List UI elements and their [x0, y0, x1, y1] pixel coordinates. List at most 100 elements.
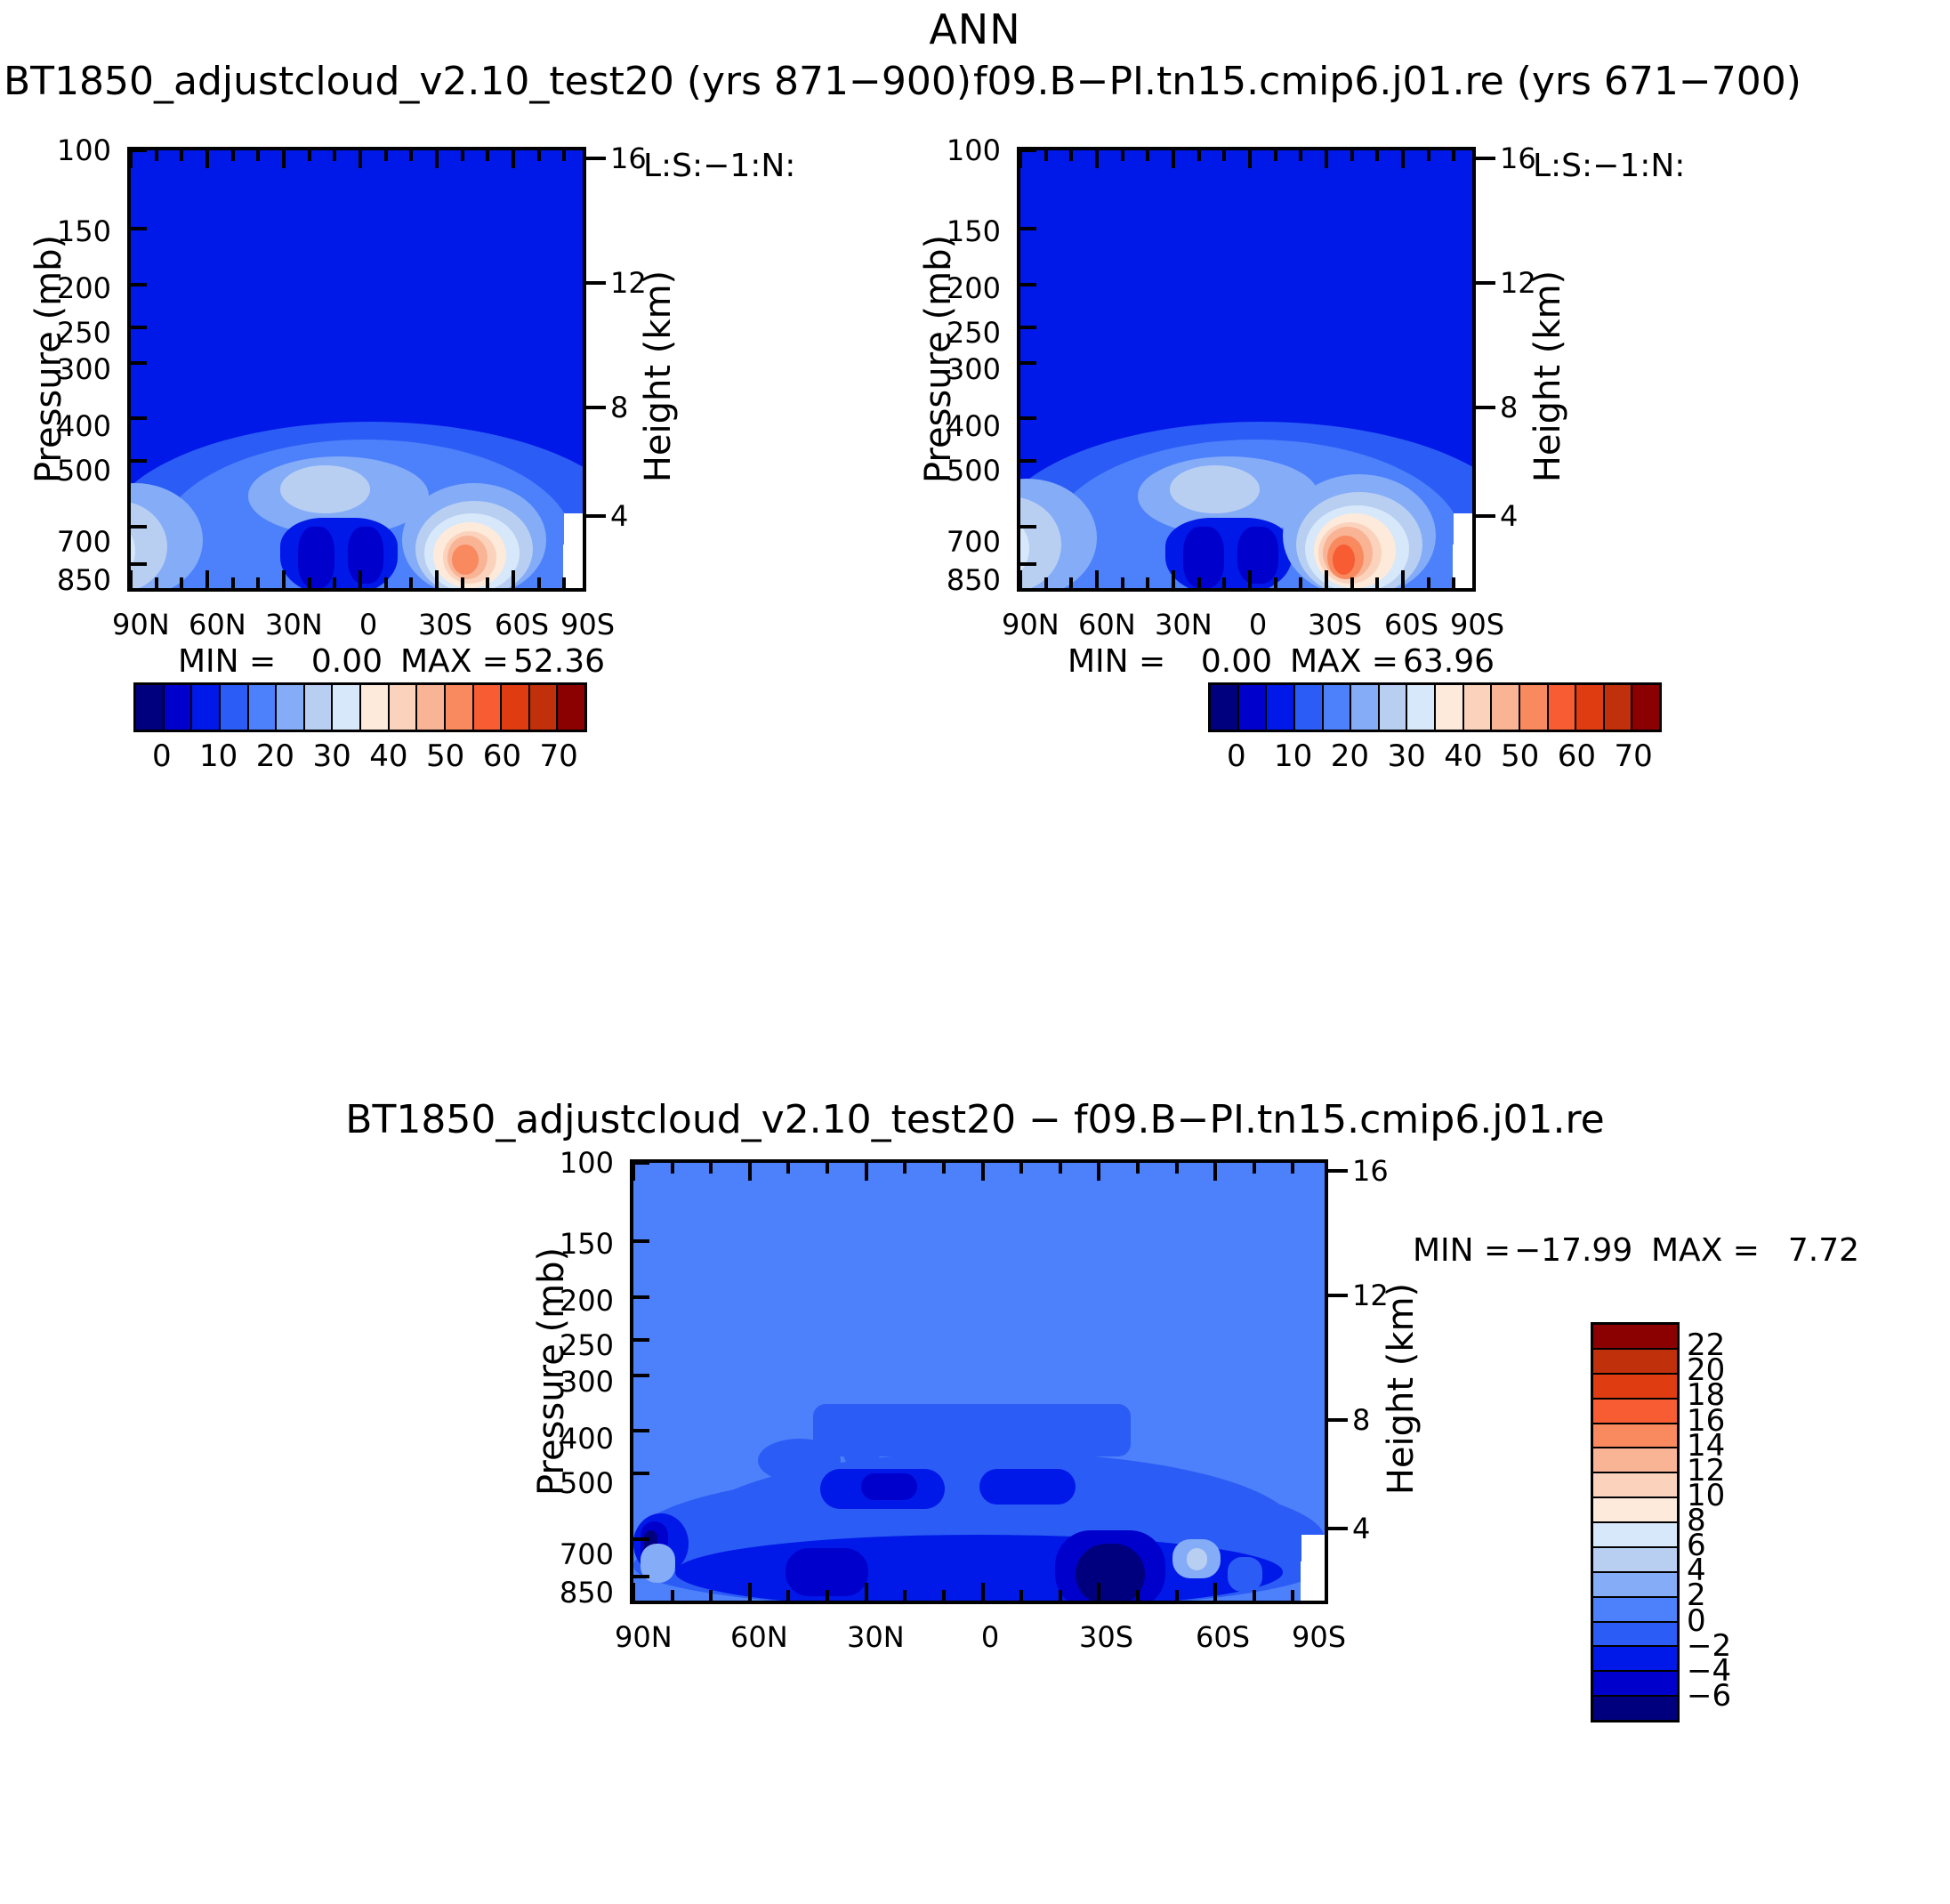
x-tick-mark-top-6 — [1172, 150, 1175, 168]
x-tick-mark-top-9 — [359, 150, 362, 168]
x-tick-mark-bottom-11 — [409, 577, 414, 588]
x-tick-mark-bottom-12 — [1325, 570, 1328, 588]
diff-colorbar-tick-2: 18 — [1687, 1377, 1726, 1414]
x-tick-mark-top-17 — [562, 150, 567, 161]
xtick-90N-a: 90N — [112, 608, 170, 641]
x-tick-mark-bottom-10 — [383, 577, 388, 588]
pressure-axis-label-c: Pressure (mb) — [531, 1246, 572, 1496]
pressure-tick-mark-150 — [131, 227, 147, 231]
min-value-c: −17.99 — [1514, 1232, 1633, 1269]
x-tick-mark-bottom-8 — [941, 1590, 946, 1601]
x-tick-mark-bottom-15 — [1401, 570, 1405, 588]
diff-colorbar-tick-1: 20 — [1687, 1352, 1726, 1389]
pressure-tick-mark-700 — [1020, 524, 1036, 528]
colorbar-control-case[interactable] — [1208, 682, 1662, 732]
htick-mark-16-a — [586, 157, 606, 160]
diff-colorbar-swatch-12 — [1593, 1622, 1677, 1648]
colorbar-tick-40: 40 — [369, 738, 408, 774]
x-tick-mark-bottom-3 — [1095, 570, 1099, 588]
x-tick-mark-bottom-6 — [1172, 570, 1175, 588]
colorbar-swatch-12 — [1548, 685, 1577, 730]
diff-colorbar-swatch-2 — [1593, 1374, 1677, 1400]
x-tick-mark-bottom-9 — [359, 570, 362, 588]
xtick-0-b: 0 — [1248, 608, 1268, 641]
pressure-tick-mark-400 — [131, 416, 147, 421]
htick-16-a: 16 — [610, 141, 647, 175]
ytick-250-b: 250 — [946, 316, 1001, 350]
colorbar-swatch-10 — [417, 685, 446, 730]
xtick-90N-c: 90N — [615, 1620, 673, 1654]
x-tick-mark-top-15 — [1401, 150, 1405, 168]
colorbar-tick-0: 0 — [152, 738, 172, 774]
ytick-250-c: 250 — [559, 1328, 614, 1362]
min-value-a: 0.00 — [310, 643, 383, 680]
colorbar-swatch-15 — [558, 685, 584, 730]
contour-plot-control-case[interactable] — [1017, 147, 1476, 592]
diff-colorbar-swatch-14 — [1593, 1672, 1677, 1698]
ytick-500-b: 500 — [946, 454, 1001, 488]
x-tick-mark-top-8 — [1222, 150, 1227, 161]
ytick-300-b: 300 — [946, 352, 1001, 386]
diff-colorbar-tick-6: 10 — [1687, 1477, 1726, 1513]
x-tick-mark-top-7 — [307, 150, 311, 161]
xtick-90S-b: 90S — [1450, 608, 1505, 641]
diff-colorbar-swatch-9 — [1593, 1547, 1677, 1573]
x-tick-mark-top-7 — [903, 1163, 907, 1174]
colorbar-labels-control-case: 0 10 20 30 40 50 60 70 — [1208, 738, 1662, 778]
min-label-b: MIN = — [1068, 643, 1166, 680]
pressure-tick-mark-500 — [1020, 459, 1036, 464]
x-tick-mark-bottom-8 — [1222, 577, 1227, 588]
contour-plot-difference[interactable] — [630, 1159, 1328, 1604]
htick-mark-4-c — [1328, 1527, 1348, 1530]
xtick-90S-c: 90S — [1292, 1620, 1347, 1654]
diff-colorbar-swatch-6 — [1593, 1473, 1677, 1499]
htick-12-a: 12 — [610, 266, 647, 300]
ytick-400-a: 400 — [56, 409, 111, 443]
htick-mark-4-b — [1476, 514, 1495, 518]
xtick-0-c: 0 — [980, 1620, 1000, 1654]
diff-colorbar-tick-3: 16 — [1687, 1402, 1726, 1439]
htick-16-b: 16 — [1500, 141, 1536, 175]
diff-colorbar-tick-13: −4 — [1687, 1652, 1732, 1689]
height-axis-label-c: Height (km) — [1381, 1282, 1422, 1496]
x-tick-mark-bottom-10 — [1019, 1590, 1024, 1601]
htick-mark-8-b — [1476, 406, 1495, 409]
x-tick-mark-top-2 — [180, 150, 184, 161]
x-tick-mark-top-11 — [1058, 1163, 1062, 1174]
htick-12-b: 12 — [1500, 266, 1536, 300]
x-tick-mark-top-13 — [1350, 150, 1354, 161]
colorbar-swatch-5 — [1351, 685, 1380, 730]
colorbar-swatch-15 — [1632, 685, 1659, 730]
colorbar-difference[interactable] — [1591, 1322, 1680, 1722]
x-tick-mark-bottom-14 — [1174, 1590, 1179, 1601]
ytick-400-c: 400 — [559, 1422, 614, 1456]
contour-plot-test-case[interactable] — [127, 147, 586, 592]
panel-title-test-case: BT1850_adjustcloud_v2.10_test20 (yrs 871… — [4, 59, 972, 104]
max-value-b: 63.96 — [1402, 643, 1495, 680]
pressure-tick-mark-100 — [633, 1163, 649, 1165]
ytick-100-a: 100 — [56, 133, 111, 167]
diff-colorbar-tick-9: 4 — [1687, 1553, 1706, 1589]
colorbar-test-case[interactable] — [133, 682, 587, 732]
colorbar-tick-20: 20 — [1330, 738, 1370, 774]
pressure-tick-mark-200 — [633, 1295, 649, 1299]
x-tick-mark-top-1 — [154, 150, 158, 161]
colorbar-swatch-2 — [1267, 685, 1295, 730]
x-tick-mark-bottom-11 — [1299, 577, 1303, 588]
pressure-tick-mark-700 — [633, 1537, 649, 1541]
colorbar-swatch-1 — [1238, 685, 1268, 730]
x-tick-mark-bottom-5 — [256, 577, 261, 588]
colorbar-tick-40: 40 — [1444, 738, 1483, 774]
x-tick-mark-top-12 — [1097, 1163, 1101, 1181]
diff-colorbar-swatch-4 — [1593, 1424, 1677, 1449]
diff-colorbar-swatch-11 — [1593, 1597, 1677, 1623]
x-tick-mark-bottom-5 — [1146, 577, 1150, 588]
x-tick-mark-bottom-13 — [1350, 577, 1354, 588]
xtick-60S-c: 60S — [1196, 1620, 1251, 1654]
x-tick-mark-bottom-2 — [709, 1590, 713, 1601]
colorbar-swatch-4 — [1323, 685, 1352, 730]
pressure-tick-mark-200 — [131, 282, 147, 286]
max-label-a: MAX = — [400, 643, 509, 680]
pressure-tick-mark-250 — [633, 1337, 649, 1342]
x-tick-mark-top-3 — [1095, 150, 1099, 168]
